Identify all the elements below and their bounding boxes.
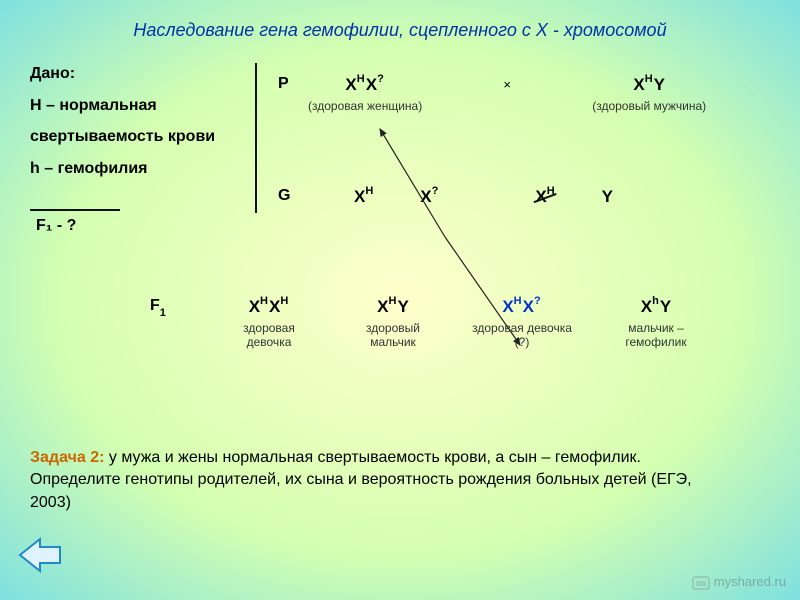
gamete-4: Y xyxy=(602,187,613,207)
g-label: G xyxy=(278,187,308,205)
problem-text: Задача 2: у мужа и жены нормальная сверт… xyxy=(30,447,770,514)
gamete-row: G XH X? XH Y xyxy=(278,187,613,207)
father-caption: (здоровый мужчина) xyxy=(592,99,706,113)
back-arrow-icon xyxy=(18,537,62,573)
offspring-2-genotype: XHY xyxy=(348,297,438,317)
offspring-3-caption: здоровая девочка (?) xyxy=(472,321,572,350)
watermark-text: myshared.ru xyxy=(714,574,786,589)
given-block: Дано: H – нормальная свертываемость кров… xyxy=(30,59,250,187)
parent-row: Р XHX? (здоровая женщина) × XHY (здоровы… xyxy=(278,75,706,113)
find-line: F₁ - ? xyxy=(36,217,76,235)
f1-label: F1 xyxy=(150,297,190,315)
offspring-1-caption: здоровая девочка xyxy=(224,321,314,350)
gamete-3: XH xyxy=(535,187,555,207)
cross-sign: × xyxy=(452,77,562,92)
separator-horizontal xyxy=(30,209,120,211)
given-line-2: h – гемофилия xyxy=(30,154,250,184)
f1-label-sub: 1 xyxy=(160,307,166,319)
watermark: myshared.ru xyxy=(692,574,786,590)
f1-row: F1 XHXH здоровая девочка XHY здоровый ма… xyxy=(150,297,706,350)
gamete-2: X? xyxy=(420,187,439,207)
back-arrow-button[interactable] xyxy=(18,537,62,578)
p-label: Р xyxy=(278,75,308,93)
problem-body: у мужа и жены нормальная свертываемость … xyxy=(30,449,692,511)
offspring-3-genotype: XHX? xyxy=(472,297,572,317)
mother-genotype: XHX? xyxy=(308,75,422,95)
slide-content: Наследование гена гемофилии, сцепленного… xyxy=(0,0,800,600)
separator-vertical xyxy=(255,63,257,213)
watermark-icon xyxy=(692,576,710,590)
father-genotype: XHY xyxy=(592,75,706,95)
offspring-4-caption: мальчик – гемофилик xyxy=(606,321,706,350)
offspring-1-genotype: XHXH xyxy=(224,297,314,317)
mother-caption: (здоровая женщина) xyxy=(308,99,422,113)
slide-title: Наследование гена гемофилии, сцепленного… xyxy=(30,20,770,41)
offspring-4-genotype: XhY xyxy=(606,297,706,317)
given-line-1: H – нормальная свертываемость крови xyxy=(30,91,250,152)
given-header: Дано: xyxy=(30,59,250,89)
gamete-1: XH xyxy=(354,187,374,207)
problem-lead: Задача 2: xyxy=(30,449,104,466)
genetics-diagram: Дано: H – нормальная свертываемость кров… xyxy=(30,59,770,439)
offspring-2-caption: здоровый мальчик xyxy=(348,321,438,350)
f1-label-text: F xyxy=(150,297,160,314)
